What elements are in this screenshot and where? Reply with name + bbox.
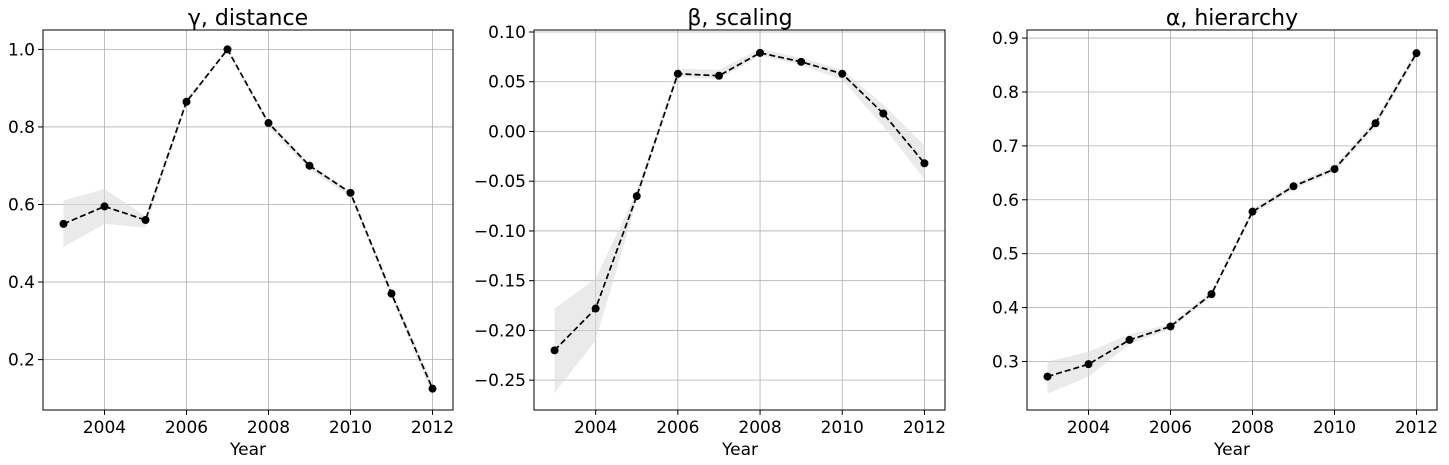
x-tick-label: 2012 (1395, 418, 1438, 438)
x-tick-label: 2006 (165, 418, 208, 438)
data-point (1166, 322, 1175, 331)
data-point (1125, 335, 1134, 344)
y-tick-label: 1.0 (8, 40, 35, 60)
chart-panel-beta-scaling: 2004 2006 2008 2010 2012 −0.25 −0.20 −0.15 −0.10… (474, 6, 946, 460)
data-point (1371, 119, 1380, 128)
data-point (59, 219, 68, 228)
x-tick-label: 2008 (738, 418, 781, 438)
data-point (879, 109, 888, 118)
data-point (714, 71, 723, 80)
series-line (553, 51, 926, 351)
data-point (920, 159, 929, 168)
data-point (346, 188, 355, 197)
data-point (550, 346, 559, 355)
x-tick-label: 2004 (1067, 418, 1110, 438)
x-tick-label: 2010 (1313, 418, 1356, 438)
data-point (305, 161, 314, 170)
x-tick-label: 2012 (411, 418, 454, 438)
y-tick-label: 0.2 (8, 351, 35, 371)
x-tick-label: 2006 (1149, 418, 1192, 438)
x-tick-label: 2008 (247, 418, 290, 438)
data-point (264, 119, 273, 128)
x-tick-label: 2012 (903, 418, 946, 438)
y-tick-label: −0.25 (474, 371, 526, 391)
data-point (428, 384, 437, 393)
confidence-band (63, 49, 433, 395)
chart-title: β, scaling (687, 6, 792, 31)
data-point (1248, 207, 1257, 216)
data-point (756, 48, 765, 57)
y-tick-label: 0.05 (488, 73, 526, 93)
y-tick-label: 0.4 (992, 299, 1019, 319)
confidence-band (554, 48, 925, 394)
data-point (1207, 290, 1216, 299)
y-tick-label: 0.5 (992, 245, 1019, 265)
chart-title: γ, distance (188, 6, 308, 31)
y-tick-label: −0.15 (474, 272, 526, 292)
data-point (1289, 182, 1298, 191)
y-tick-label: 0.00 (488, 122, 526, 142)
x-axis-label: Year (721, 440, 758, 460)
x-tick-label: 2004 (83, 418, 126, 438)
y-tick-label: −0.10 (474, 222, 526, 242)
y-tick-label: −0.20 (474, 321, 526, 341)
y-tick-label: 0.3 (992, 352, 1019, 372)
series-line (1047, 52, 1418, 378)
data-point (1043, 372, 1052, 381)
data-point (838, 69, 847, 78)
x-axis-label: Year (1213, 440, 1250, 460)
data-point (1084, 360, 1093, 369)
data-point (673, 69, 682, 78)
x-tick-label: 2010 (329, 418, 372, 438)
series-line (63, 47, 434, 390)
plot-area: 2004 2006 2008 2010 2012 0.3 0.4 0.5 0.6 0.7 0.8 0.… (992, 29, 1438, 438)
y-tick-label: 0.6 (8, 195, 35, 215)
y-tick-label: 0.4 (8, 273, 35, 293)
data-point (591, 304, 600, 313)
axes-frame (1026, 29, 1438, 411)
y-tick-label: 0.10 (488, 23, 526, 43)
data-point (797, 57, 806, 66)
x-tick-label: 2006 (656, 418, 699, 438)
data-point (1412, 49, 1421, 58)
chart-panel-gamma-distance: 2004 2006 2008 2010 2012 0.2 0.4 0.6 0.8 1.0 γ, d… (8, 6, 454, 460)
plot-area: 2004 2006 2008 2010 2012 0.2 0.4 0.6 0.8 1.0 (8, 29, 454, 438)
data-point (182, 97, 191, 106)
data-point (223, 45, 232, 54)
axes-frame (42, 29, 454, 411)
x-tick-label: 2010 (821, 418, 864, 438)
data-point (387, 289, 396, 298)
y-tick-label: 0.7 (992, 137, 1019, 157)
plot-area: 2004 2006 2008 2010 2012 −0.25 −0.20 −0.15 −0.10… (474, 23, 946, 438)
data-point (100, 202, 109, 211)
x-tick-label: 2008 (1231, 418, 1274, 438)
y-tick-label: 0.9 (992, 29, 1019, 49)
y-tick-label: −0.05 (474, 172, 526, 192)
chart-panel-alpha-hierarchy: 2004 2006 2008 2010 2012 0.3 0.4 0.5 0.6 0.7 0.8 0.… (992, 6, 1438, 460)
data-point (1330, 165, 1339, 174)
x-tick-label: 2004 (574, 418, 617, 438)
chart-title: α, hierarchy (1166, 6, 1298, 31)
axes-frame (533, 29, 946, 411)
y-tick-label: 0.8 (992, 83, 1019, 103)
y-tick-label: 0.6 (992, 191, 1019, 211)
y-tick-label: 0.8 (8, 118, 35, 138)
x-axis-label: Year (229, 440, 266, 460)
data-point (141, 216, 150, 224)
confidence-band (1047, 49, 1417, 394)
data-point (632, 192, 641, 201)
